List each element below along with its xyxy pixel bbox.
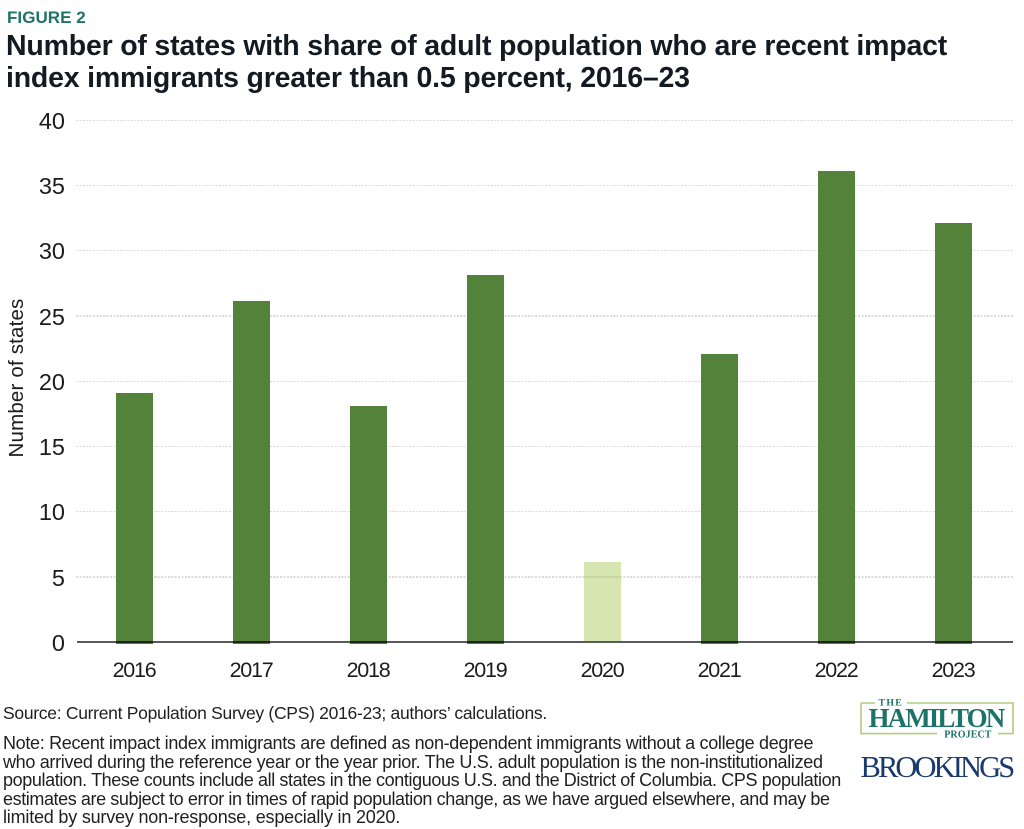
svg-text:THE: THE [879, 698, 904, 709]
svg-text:PROJECT: PROJECT [944, 730, 992, 741]
svg-text:HAMILTON: HAMILTON [869, 703, 1006, 733]
